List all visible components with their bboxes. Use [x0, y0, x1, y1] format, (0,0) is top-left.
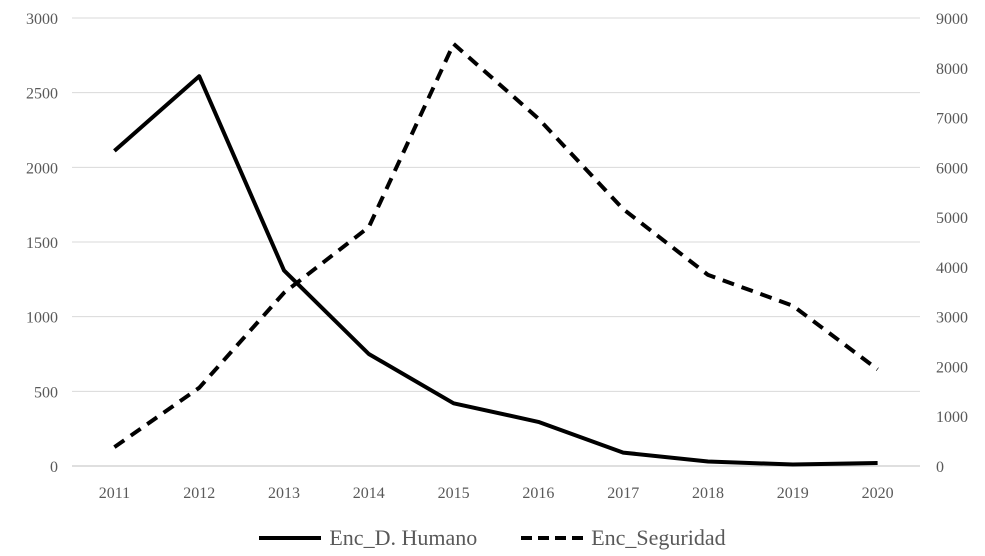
right-tick-label: 7000: [936, 111, 968, 128]
x-tick-label: 2016: [522, 485, 554, 502]
left-tick-label: 1500: [26, 235, 58, 252]
right-tick-label: 2000: [936, 359, 968, 376]
right-tick-label: 0: [936, 459, 944, 476]
line-chart: 0 500 1000 1500 2000 2500 3000 0 1000 2000 3000 40…: [26, 11, 968, 502]
series-line-seguridad: [113, 41, 879, 449]
legend: Enc_D. Humano Enc_Seguridad: [0, 521, 985, 555]
x-tick-label: 2012: [183, 485, 215, 502]
series-lines: [113, 41, 879, 467]
gridlines: [72, 17, 920, 467]
legend-item-seguridad: Enc_Seguridad: [521, 525, 726, 551]
legend-item-humano: Enc_D. Humano: [259, 525, 477, 551]
right-tick-label: 5000: [936, 210, 968, 227]
right-tick-label: 3000: [936, 310, 968, 327]
left-axis: 0 500 1000 1500 2000 2500 3000: [26, 11, 58, 476]
x-axis: 2011 2012 2013 2014 2015 2016 2017 2018 2019 2020: [99, 485, 894, 502]
left-tick-label: 3000: [26, 11, 58, 28]
x-tick-label: 2014: [353, 485, 385, 502]
right-tick-label: 9000: [936, 11, 968, 28]
solid-line-swatch: [259, 536, 322, 540]
left-tick-label: 2500: [26, 86, 58, 103]
x-tick-label: 2017: [607, 485, 639, 502]
right-tick-label: 6000: [936, 160, 968, 177]
left-tick-label: 0: [50, 459, 58, 476]
right-tick-label: 8000: [936, 61, 968, 78]
x-tick-label: 2015: [438, 485, 470, 502]
left-tick-label: 500: [34, 384, 58, 401]
legend-label-humano: Enc_D. Humano: [329, 525, 478, 550]
x-tick-label: 2019: [777, 485, 809, 502]
right-tick-label: 1000: [936, 409, 968, 426]
x-tick-label: 2013: [268, 485, 300, 502]
series-line-humano: [113, 74, 878, 467]
x-tick-label: 2020: [862, 485, 894, 502]
right-tick-label: 4000: [936, 260, 968, 277]
dashed-line-swatch: [521, 536, 584, 540]
left-tick-label: 1000: [26, 310, 58, 327]
x-tick-label: 2018: [692, 485, 724, 502]
right-axis: 0 1000 2000 3000 4000 5000 6000 7000 8000 9000: [936, 11, 968, 476]
left-tick-label: 2000: [26, 160, 58, 177]
x-tick-label: 2011: [99, 485, 130, 502]
legend-label-seguridad: Enc_Seguridad: [591, 525, 726, 550]
